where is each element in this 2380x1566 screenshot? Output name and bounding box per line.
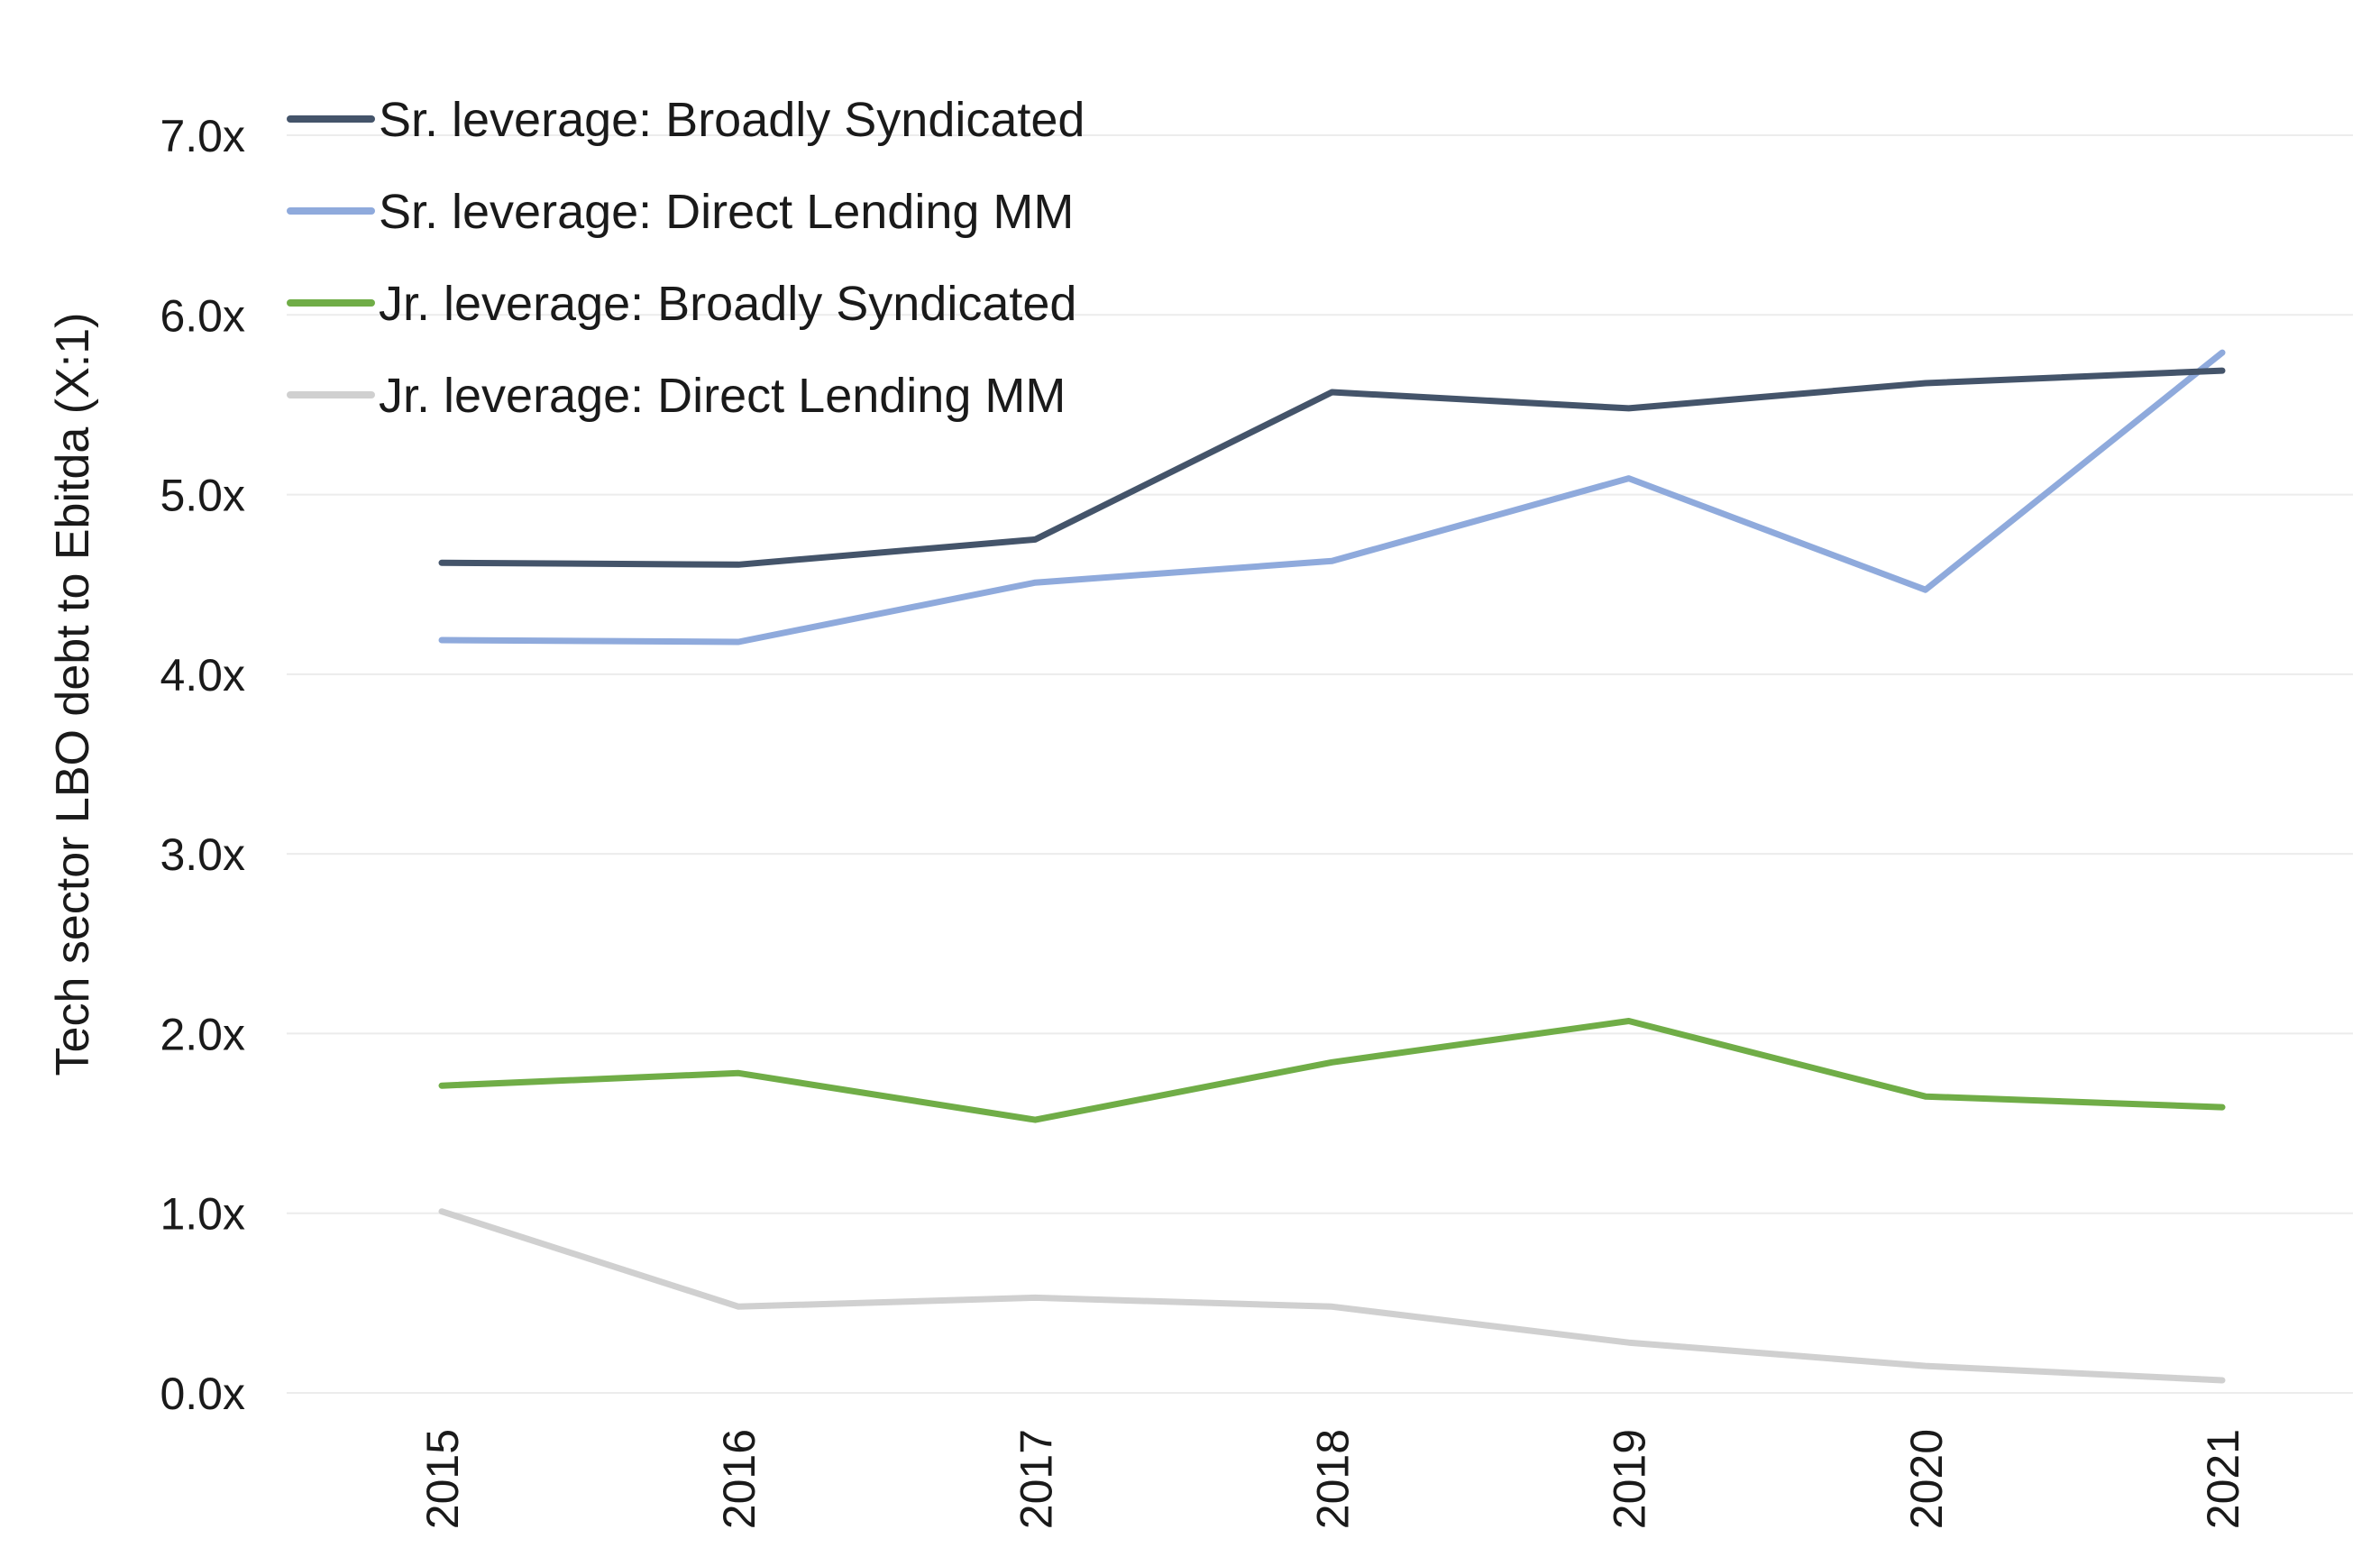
y-axis-ticks: 0.0x 1.0x 2.0x 3.0x 4.0x 5.0x 6.0x 7.0x [160,111,245,1419]
x-tick-label: 2021 [2198,1429,2248,1529]
series-line [438,1018,2226,1123]
series-line [438,367,2226,568]
y-tick-label: 2.0x [160,1009,245,1059]
legend-label: Jr. leverage: Broadly Syndicated [379,277,1076,331]
gridlines [287,134,2353,1394]
x-tick-label: 2018 [1308,1429,1359,1529]
y-tick-label: 7.0x [160,111,245,161]
y-tick-label: 1.0x [160,1189,245,1240]
y-tick-label: 5.0x [160,471,245,521]
legend-label: Jr. leverage: Direct Lending MM [379,369,1066,423]
x-tick-label: 2019 [1605,1429,1655,1529]
series-line [438,349,2226,646]
y-tick-label: 6.0x [160,290,245,341]
y-tick-label: 0.0x [160,1369,245,1419]
y-tick-label: 3.0x [160,829,245,880]
y-tick-label: 4.0x [160,650,245,701]
legend: Sr. leverage: Broadly Syndicated Sr. leve… [287,93,1085,423]
x-axis-ticks: 2015 2016 2017 2018 2019 2020 2021 [417,1429,2248,1529]
y-axis-label: Tech sector LBO debt to Ebitda (X:1) [47,313,99,1076]
x-tick-label: 2020 [1901,1429,1952,1529]
series-line [438,1208,2226,1384]
series-lines [438,349,2226,1384]
x-tick-label: 2016 [714,1429,764,1529]
legend-label: Sr. leverage: Broadly Syndicated [379,93,1085,147]
legend-label: Sr. leverage: Direct Lending MM [379,185,1074,239]
x-tick-label: 2017 [1011,1429,1061,1529]
x-tick-label: 2015 [417,1429,468,1529]
